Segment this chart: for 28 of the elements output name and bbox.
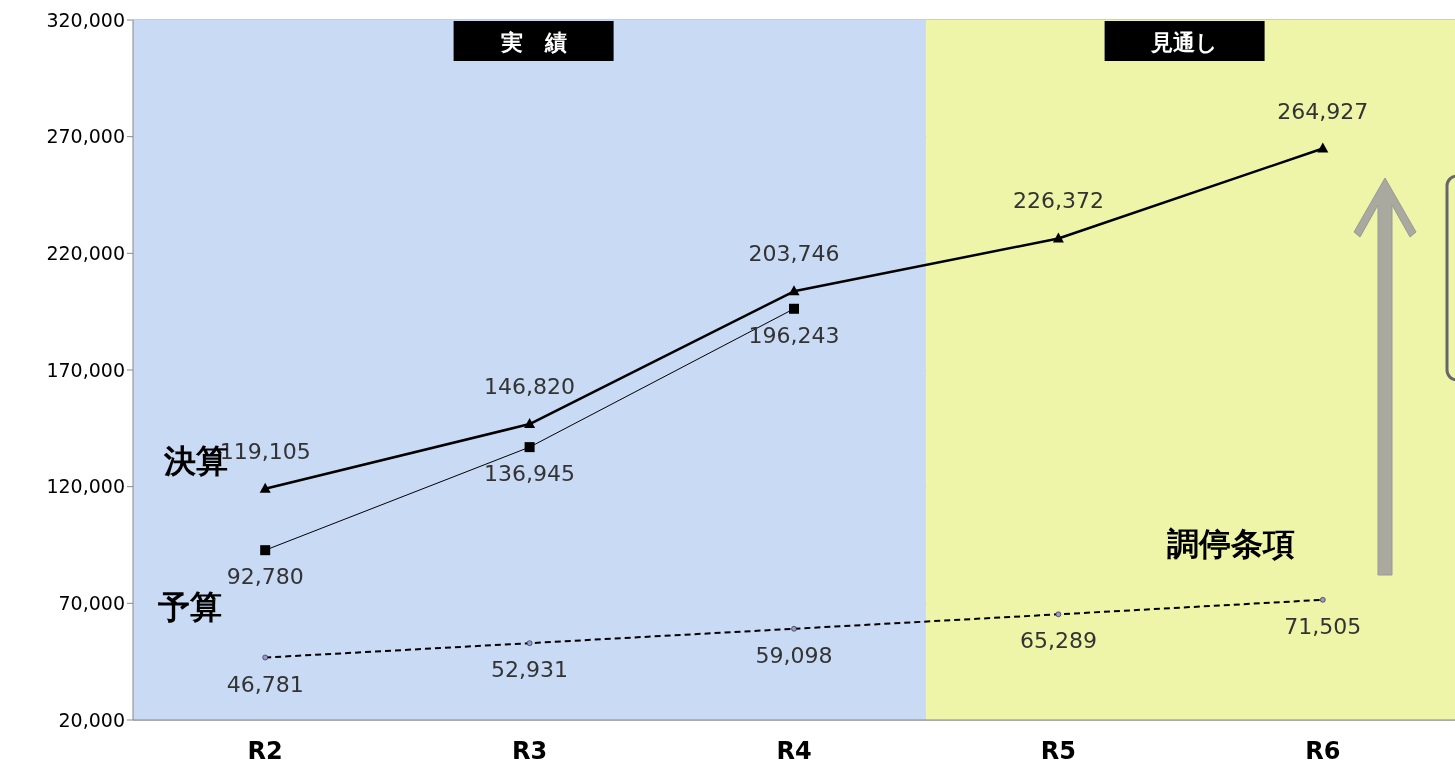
y-tick-label: 70,000: [58, 592, 125, 615]
x-tick-label: R3: [512, 737, 548, 766]
band-label: 見通し: [1150, 30, 1219, 55]
data-label: 59,098: [755, 642, 833, 668]
annotation: 調停条項: [1167, 525, 1295, 563]
data-label: 146,820: [484, 374, 576, 400]
x-tick-label: R4: [776, 737, 812, 766]
y-tick-label: 20,000: [58, 708, 125, 731]
annotation: 予算: [157, 588, 222, 626]
data-label: 264,927: [1277, 98, 1369, 124]
data-label: 136,945: [484, 461, 576, 487]
data-label: 46,781: [226, 671, 304, 697]
y-tick-label: 320,000: [46, 8, 125, 31]
x-tick-label: R2: [247, 737, 283, 766]
data-label: 52,931: [491, 657, 569, 683]
band-label: 実 績: [499, 30, 567, 55]
y-tick-label: 170,000: [46, 358, 125, 381]
data-label: 65,289: [1019, 628, 1097, 654]
data-label: 203,746: [748, 241, 840, 267]
x-tick-label: R5: [1040, 737, 1076, 766]
data-label: 71,505: [1284, 613, 1362, 639]
x-tick-label: R6: [1305, 737, 1341, 766]
data-label: 196,243: [748, 322, 840, 348]
data-label: 92,780: [226, 564, 304, 590]
y-tick-label: 270,000: [46, 125, 125, 148]
y-tick-label: 220,000: [46, 242, 125, 265]
y-tick-label: 120,000: [46, 475, 125, 498]
data-label: 226,372: [1012, 188, 1104, 214]
